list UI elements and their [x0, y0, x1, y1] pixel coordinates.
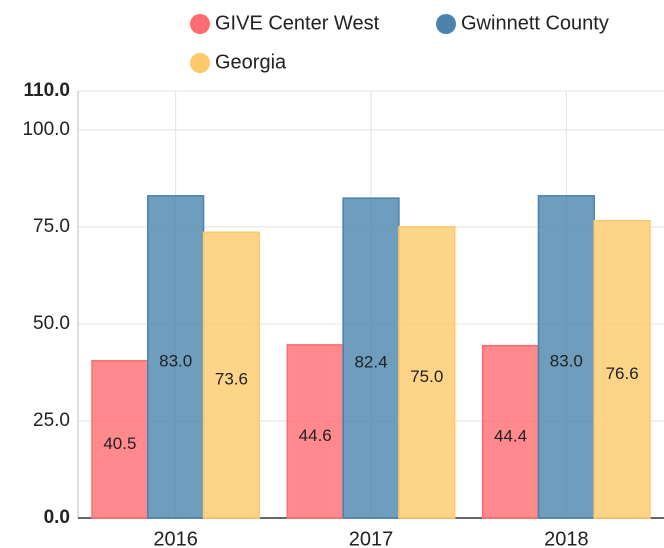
bar — [593, 219, 651, 519]
bar — [202, 231, 261, 519]
bar — [398, 226, 456, 519]
data-label: 82.4 — [354, 353, 387, 372]
bar — [481, 344, 540, 519]
bar — [147, 195, 205, 519]
y-tick-label: 0.0 — [44, 507, 70, 528]
data-label: 75.0 — [410, 367, 443, 386]
data-label: 83.0 — [159, 351, 192, 370]
legend-label: Gwinnett County — [461, 12, 609, 34]
data-label: 44.4 — [494, 426, 527, 445]
x-tick-label: 2018 — [544, 528, 589, 548]
legend-swatch — [190, 53, 210, 73]
data-label: 83.0 — [550, 351, 583, 370]
x-tick-label: 2016 — [153, 528, 198, 548]
y-tick-label: 110.0 — [24, 80, 71, 101]
legend-label: Georgia — [215, 51, 287, 73]
legend-label: GIVE Center West — [215, 12, 380, 34]
data-label: 76.6 — [606, 364, 639, 383]
bar — [342, 197, 400, 519]
data-label: 40.5 — [103, 434, 136, 453]
bar — [286, 344, 344, 519]
x-tick-label: 2017 — [349, 528, 394, 548]
y-tick-label: 25.0 — [33, 410, 70, 431]
bar — [91, 360, 149, 519]
legend-swatch — [436, 14, 456, 34]
data-label: 73.6 — [215, 370, 248, 389]
legend-swatch — [190, 14, 210, 34]
y-tick-label: 50.0 — [33, 313, 70, 334]
y-tick-label: 100.0 — [22, 119, 70, 140]
y-tick-label: 75.0 — [33, 216, 70, 237]
data-label: 44.6 — [299, 426, 332, 445]
